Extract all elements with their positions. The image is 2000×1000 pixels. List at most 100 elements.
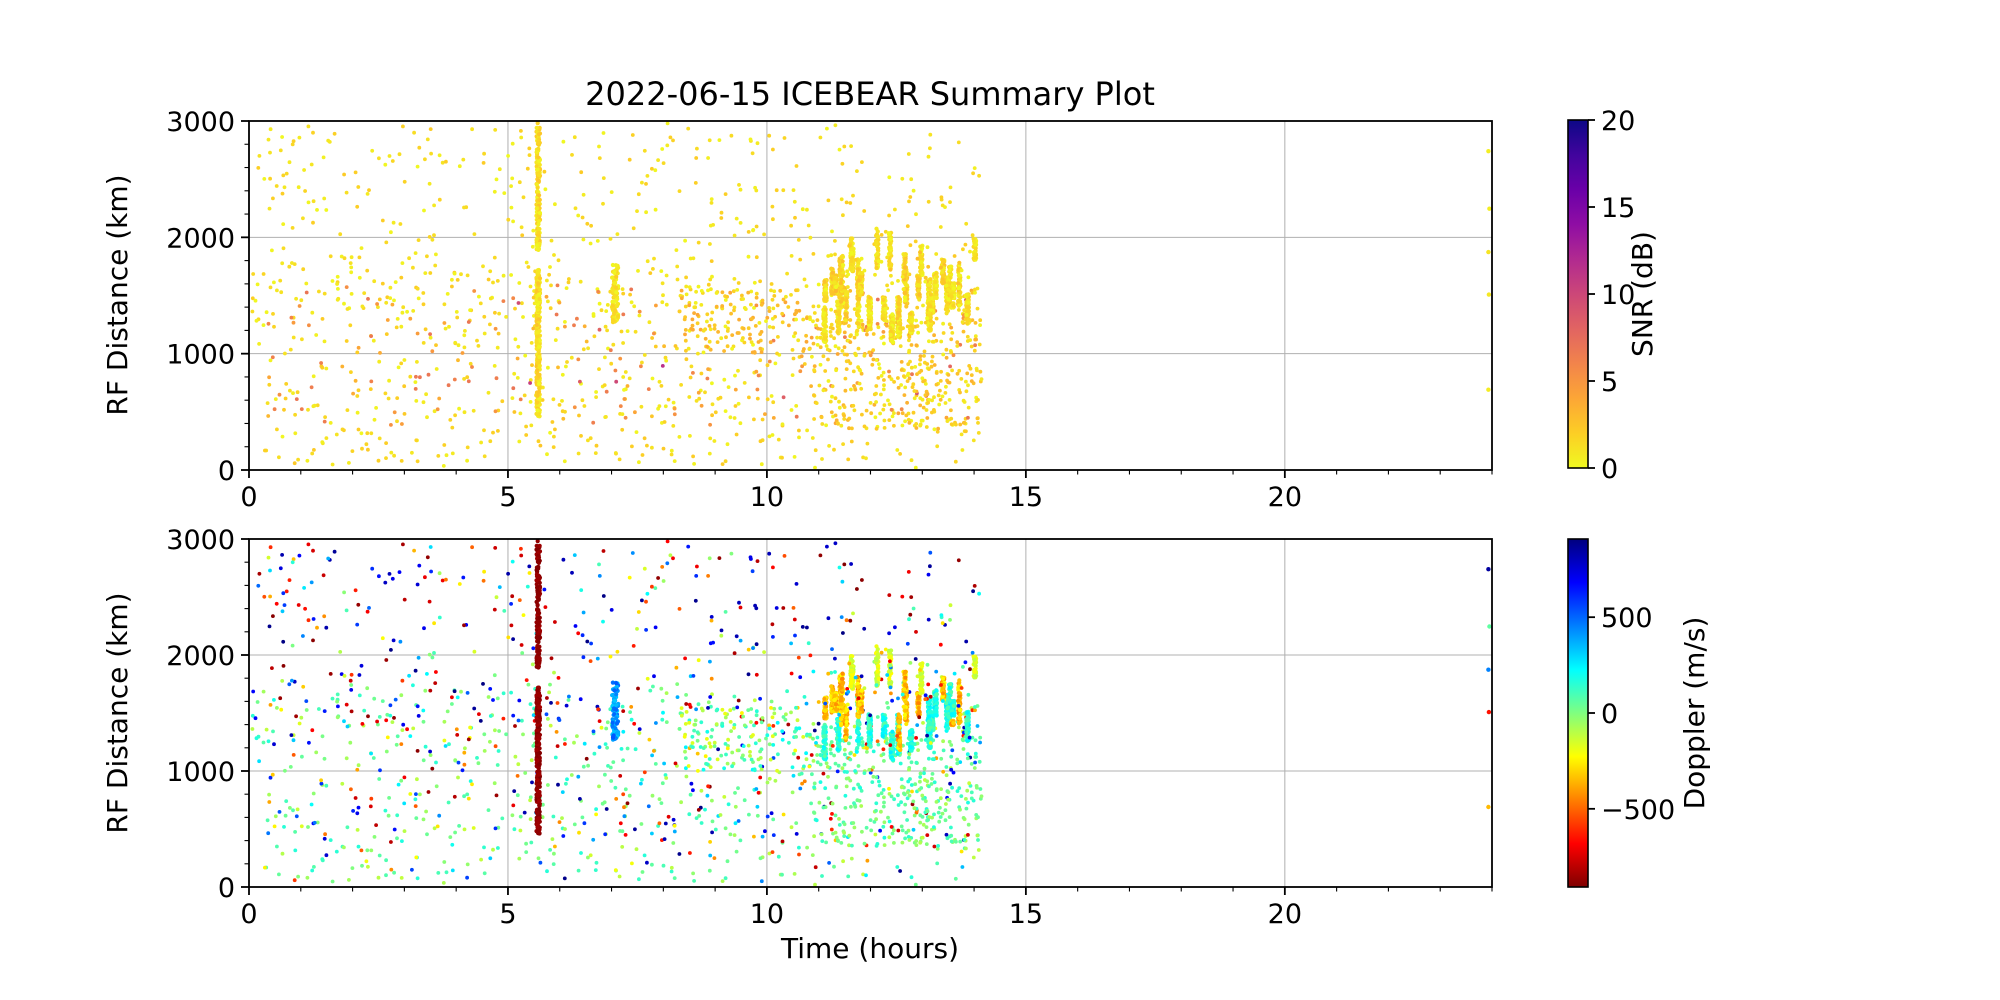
scatter-point (536, 856, 541, 861)
scatter-point (411, 309, 416, 313)
scatter-point (392, 716, 396, 720)
scatter-point (845, 687, 850, 691)
scatter-point (738, 187, 743, 192)
scatter-point (548, 265, 552, 269)
scatter-point (608, 348, 613, 353)
scatter-point (660, 717, 665, 722)
scatter-point (411, 683, 415, 688)
scatter-point (962, 420, 967, 425)
scatter-point (265, 818, 270, 823)
scatter-point (389, 230, 393, 235)
scatter-point (642, 436, 647, 441)
scatter-point (855, 267, 861, 272)
scatter-point (751, 228, 755, 233)
scatter-point (415, 582, 420, 587)
scatter-point (434, 343, 438, 347)
scatter-point (561, 416, 566, 421)
scatter-point (578, 697, 583, 702)
x-tick-label: 15 (1009, 482, 1043, 513)
scatter-point (549, 283, 553, 288)
scatter-point (395, 836, 399, 841)
scatter-point (491, 280, 495, 285)
scatter-point (939, 339, 944, 344)
scatter-point (888, 329, 893, 334)
scatter-point (602, 800, 607, 805)
scatter-point (816, 326, 820, 331)
scatter-point (614, 290, 619, 295)
scatter-point (813, 882, 817, 887)
scatter-point (553, 202, 557, 207)
scatter-point (621, 709, 626, 713)
scatter-point (315, 208, 319, 212)
scatter-point (746, 290, 751, 295)
scatter-point (468, 779, 473, 783)
scatter-point (581, 764, 586, 769)
scatter-point (717, 138, 722, 143)
scatter-point (281, 664, 286, 668)
scatter-point (710, 310, 715, 315)
scatter-point (589, 641, 593, 646)
scatter-point (355, 622, 360, 627)
scatter-point (742, 340, 747, 345)
scatter-point (883, 229, 888, 234)
scatter-point (529, 840, 534, 845)
scatter-point (965, 756, 970, 761)
scatter-point (561, 139, 566, 144)
scatter-point (493, 728, 497, 733)
scatter-point (877, 366, 882, 371)
scatter-point (328, 838, 333, 842)
scatter-point (840, 253, 845, 259)
scatter-point (796, 655, 801, 660)
scatter-point (521, 732, 525, 737)
scatter-point (956, 281, 961, 286)
scatter-point (457, 164, 462, 169)
scatter-point (881, 297, 886, 302)
scatter-point (968, 667, 972, 672)
scatter-point (321, 573, 326, 578)
scatter-point (971, 855, 976, 860)
scatter-point (630, 444, 634, 449)
scatter-point (759, 462, 764, 467)
scatter-point (292, 461, 297, 466)
scatter-point (891, 340, 896, 345)
scatter-point (952, 281, 957, 286)
scatter-point (280, 679, 285, 683)
scatter-point (413, 668, 418, 673)
scatter-point (961, 398, 966, 403)
scatter-point (860, 578, 864, 582)
scatter-point (432, 233, 436, 238)
scatter-point (509, 623, 514, 628)
scatter-point (355, 204, 360, 209)
scatter-point (357, 275, 362, 280)
scatter-point (666, 397, 671, 402)
scatter-point (557, 403, 562, 407)
scatter-point (852, 408, 857, 413)
scatter-point (926, 199, 931, 204)
grid-lines (249, 539, 1492, 887)
scatter-point (902, 374, 906, 378)
scatter-point (969, 762, 974, 766)
scatter-point (611, 760, 616, 764)
scatter-point (905, 224, 910, 229)
scatter-point (736, 698, 741, 703)
scatter-point (644, 628, 648, 632)
scatter-point (452, 377, 457, 382)
scatter-point (384, 240, 389, 245)
scatter-point (725, 442, 730, 447)
scatter-point (319, 364, 324, 369)
scatter-point (653, 207, 658, 212)
scatter-point (873, 272, 877, 277)
scatter-point (251, 689, 256, 694)
scatter-point (868, 401, 873, 405)
scatter-point (946, 380, 950, 385)
scatter-point (644, 599, 648, 604)
scatter-point (665, 539, 670, 544)
scatter-point (463, 329, 467, 333)
scatter-point (928, 564, 932, 569)
scatter-point (527, 153, 532, 158)
scatter-point (756, 373, 761, 378)
scatter-point (911, 410, 916, 415)
scatter-point (353, 378, 358, 383)
scatter-point (521, 613, 526, 617)
